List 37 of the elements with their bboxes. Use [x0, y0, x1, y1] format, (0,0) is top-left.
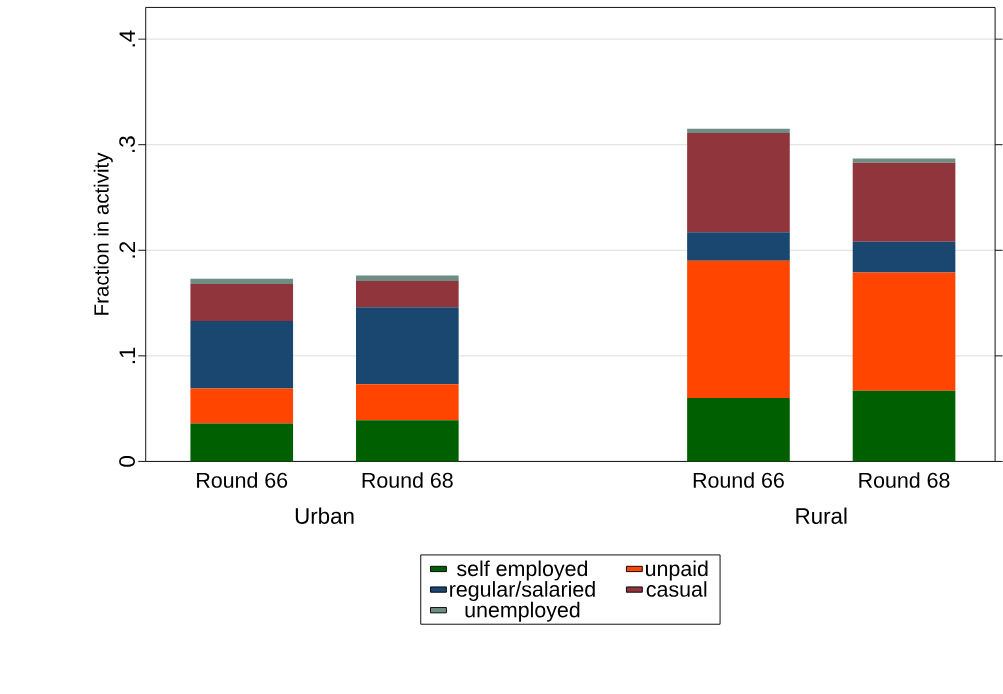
legend-label: unpaid: [646, 560, 708, 581]
y-tick-label: .4: [119, 30, 135, 47]
y-axis-title: Fraction in activity: [93, 152, 113, 315]
legend-label: casual: [646, 581, 707, 597]
bar: [687, 260, 790, 399]
x-tick-label: Round 66: [693, 472, 784, 489]
bar: [190, 321, 294, 389]
bar: [355, 281, 459, 308]
bar: [355, 384, 459, 421]
bar: [852, 162, 956, 242]
bar: [355, 307, 459, 385]
bar: [190, 388, 294, 424]
bar: [852, 158, 956, 163]
legend-label: regular/salaried: [450, 581, 595, 602]
bar: [355, 420, 459, 462]
bar: [687, 128, 790, 134]
legend-label: self employed: [457, 560, 588, 581]
bar: [852, 241, 956, 273]
bar: [852, 272, 956, 391]
bar: [190, 278, 294, 285]
bar: [687, 133, 790, 233]
y-tick-label: .1: [119, 347, 135, 364]
x-tick-label: Round 68: [859, 472, 950, 489]
legend-label: unemployed: [465, 601, 580, 622]
bar: [190, 423, 294, 462]
bar: [355, 275, 459, 282]
y-tick-label: .3: [119, 136, 135, 153]
bar: [852, 390, 956, 462]
text: Rural: [796, 507, 847, 525]
x-tick-label: Round 66: [197, 472, 288, 489]
y-tick-label: 0: [119, 456, 135, 467]
x-tick-label: Round 68: [362, 472, 453, 489]
bar: [687, 232, 790, 261]
bar: [687, 398, 790, 462]
text: Urban: [295, 507, 354, 525]
y-tick-label: .2: [119, 242, 135, 258]
bar: [190, 284, 294, 322]
